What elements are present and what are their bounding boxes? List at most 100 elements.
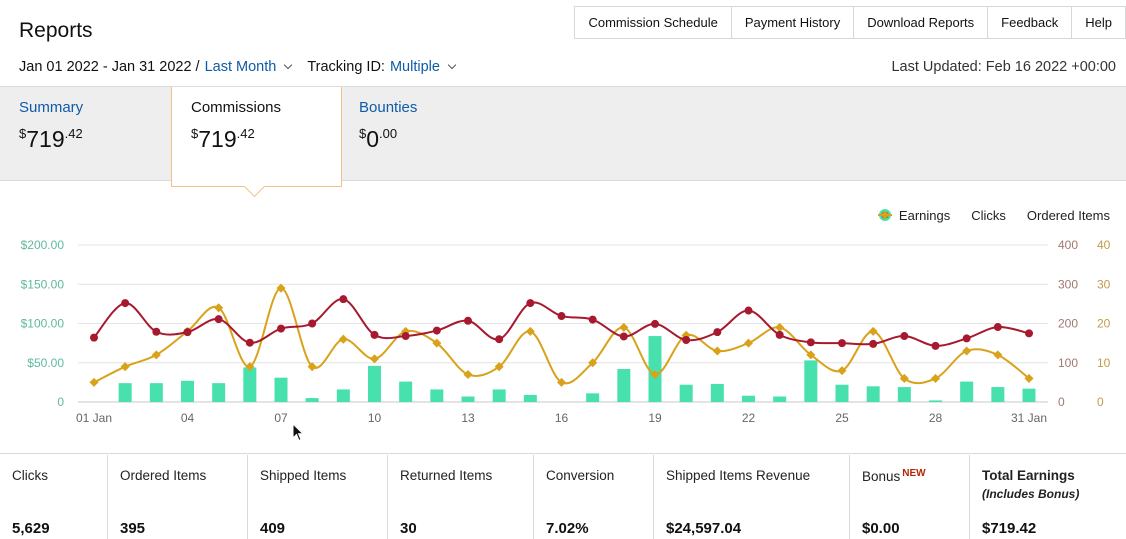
clicks-point — [432, 326, 441, 335]
clicks-point — [183, 328, 192, 337]
x-tick-label: 13 — [461, 411, 475, 425]
page-title: Reports — [19, 19, 93, 42]
earnings-bar — [368, 365, 381, 402]
y-tick-label-clicks: 100 — [1058, 356, 1078, 370]
clicks-point — [308, 319, 317, 328]
y-tick-label-items: 10 — [1097, 356, 1111, 370]
legend-earnings[interactable]: Earnings — [878, 208, 950, 223]
legend-clicks[interactable]: Clicks — [877, 208, 1006, 223]
y-tick-label-items: 30 — [1097, 277, 1111, 291]
ordered-items-point — [993, 350, 1003, 360]
earnings-bar — [866, 386, 880, 402]
ordered-items-point — [806, 350, 816, 360]
help-button[interactable]: Help — [1072, 7, 1126, 38]
tracking-id-dropdown[interactable]: Multiple — [389, 59, 440, 75]
earnings-bar — [274, 377, 288, 402]
new-badge: NEW — [902, 468, 926, 479]
filter-bar: Jan 01 2022 - Jan 31 2022 / Last Month T… — [19, 59, 461, 75]
earnings-bar — [897, 387, 911, 402]
ordered-items-point — [743, 338, 754, 348]
ordered-items-point — [338, 334, 348, 344]
ordered-items-point — [712, 346, 722, 356]
chart-svg: $200.00 400 40$150.00 300 30$100.00 200 20$50.… — [21, 238, 1111, 425]
earnings-bar — [804, 360, 818, 402]
clicks-point — [869, 339, 878, 348]
clicks-point — [651, 319, 659, 328]
clicks-point — [682, 335, 691, 344]
commission-schedule-button[interactable]: Commission Schedule — [575, 7, 732, 38]
earnings-bar — [118, 383, 132, 402]
earnings-bar — [399, 381, 413, 402]
clicks-point — [339, 295, 348, 304]
download-reports-button[interactable]: Download Reports — [854, 7, 989, 38]
y-tick-label-clicks: 200 — [1058, 317, 1078, 331]
top-nav: Commission Schedule Payment History Down… — [574, 6, 1126, 39]
metric-bonus: Bonus NEW $0.00 — [850, 455, 970, 539]
earnings-bar — [1022, 388, 1036, 402]
x-tick-label: 25 — [835, 411, 849, 425]
clicks-point — [993, 323, 1002, 332]
summary-tabs: Summary $719.42 Commissions $719.42 Boun… — [0, 86, 1126, 187]
y-tick-label-clicks: 0 — [1058, 395, 1065, 409]
earnings-bar — [835, 384, 849, 402]
x-tick-label: 28 — [929, 411, 943, 425]
tab-commissions[interactable]: Commissions $719.42 — [171, 87, 342, 187]
chart-legend: Earnings Clicks Ordered Items — [877, 208, 1110, 223]
ordered-items-point — [899, 373, 909, 383]
ordered-items-point — [245, 362, 255, 372]
clicks-point — [401, 332, 410, 341]
y-tick-label-clicks: 400 — [1058, 238, 1078, 252]
payment-history-button[interactable]: Payment History — [731, 7, 855, 38]
legend-ordered-items[interactable]: Ordered Items — [877, 208, 1110, 223]
tab-summary[interactable]: Summary $719.42 — [0, 87, 172, 182]
clicks-point — [931, 341, 940, 350]
ordered-items-point — [151, 350, 161, 360]
clicks-point — [464, 316, 472, 325]
feedback-button[interactable]: Feedback — [988, 7, 1073, 38]
clicks-point — [370, 330, 379, 339]
ordered-items-point — [775, 322, 785, 332]
period-dropdown[interactable]: Last Month — [204, 59, 277, 75]
ordered-items-point — [525, 326, 535, 336]
earnings-bar — [181, 380, 194, 402]
clicks-point — [900, 332, 909, 341]
clicks-point — [557, 312, 566, 321]
earnings-bar — [773, 396, 787, 402]
metric-shipped-items-revenue: Shipped Items Revenue $24,597.04 — [654, 455, 850, 539]
metric-clicks: Clicks 5,629 — [0, 455, 108, 539]
tab-label: Summary — [19, 99, 84, 116]
clicks-point — [214, 315, 223, 324]
y-tick-label-earnings: $50.00 — [27, 356, 64, 370]
earnings-bar — [648, 336, 662, 402]
y-tick-label-earnings: $100.00 — [21, 317, 65, 331]
metric-ordered-items: Ordered Items 395 — [108, 455, 248, 539]
y-tick-label-earnings: 0 — [57, 395, 64, 409]
earnings-bar — [149, 383, 163, 402]
clicks-point — [1025, 329, 1033, 338]
clicks-point — [775, 330, 784, 339]
earnings-bar — [929, 400, 942, 402]
clicks-point — [619, 332, 628, 341]
ordered-items-point — [89, 377, 99, 387]
ordered-items-point — [120, 362, 130, 372]
earnings-bar — [991, 387, 1005, 402]
chevron-down-icon[interactable] — [447, 60, 457, 70]
ordered-items-point — [369, 354, 380, 364]
clicks-point — [90, 333, 98, 342]
y-tick-label-items: 40 — [1097, 238, 1111, 252]
earnings-bar — [492, 389, 506, 402]
x-tick-label: 16 — [555, 411, 569, 425]
metric-shipped-items: Shipped Items 409 — [248, 455, 388, 539]
chevron-down-icon[interactable] — [284, 60, 293, 70]
y-tick-label-items: 20 — [1097, 317, 1111, 331]
ordered-items-point — [868, 326, 878, 336]
ordered-items-point — [619, 322, 629, 332]
tab-label: Bounties — [359, 99, 418, 116]
clicks-point — [277, 324, 285, 333]
ordered-items-point — [962, 346, 972, 356]
earnings-bar — [523, 394, 537, 402]
clicks-point — [744, 306, 753, 315]
clicks-point — [245, 338, 254, 347]
metrics-row: Clicks 5,629 Ordered Items 395 Shipped I… — [0, 455, 1126, 539]
tab-bounties[interactable]: Bounties $0.00 — [340, 87, 512, 182]
